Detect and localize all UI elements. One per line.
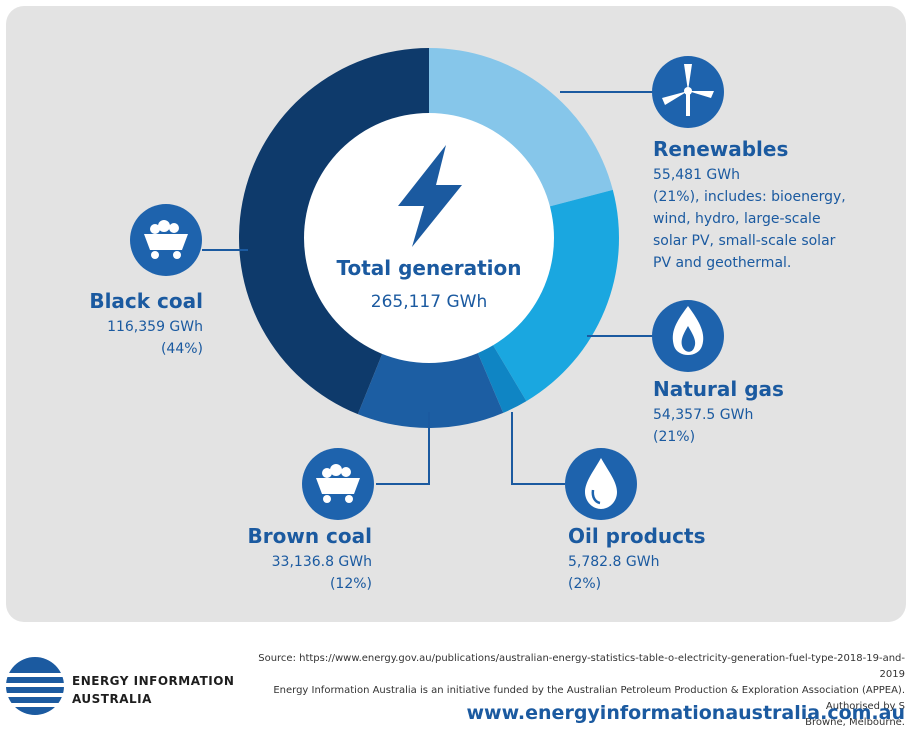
coal-cart-icon (302, 448, 374, 520)
lightning-bolt-icon (398, 145, 462, 247)
coal-cart-icon (130, 204, 202, 276)
natural-gas-value: 54,357.5 GWh (653, 407, 754, 423)
renewables-value: 55,481 GWh (653, 167, 741, 183)
leader-brown-coal (376, 412, 430, 485)
brand-name: ENERGY INFORMATION AUSTRALIA (72, 672, 234, 708)
brand-line1: ENERGY INFORMATION (72, 674, 235, 688)
natural-gas-title: Natural gas (653, 377, 784, 401)
center-title: Total generation (336, 256, 522, 280)
renewables-note-line1: (21%), includes: bioenergy, (653, 189, 846, 205)
brand-line2: AUSTRALIA (72, 692, 152, 706)
black-coal-value: 116,359 GWh (107, 319, 203, 335)
flame-icon (652, 300, 724, 372)
brown-coal-title: Brown coal (247, 524, 372, 548)
brown-coal-share: (12%) (329, 576, 372, 592)
renewables-note-line2: wind, hydro, large-scale (653, 211, 821, 227)
black-coal-share: (44%) (160, 341, 203, 357)
source-line3: Browne, Melbourne. (805, 717, 905, 728)
source-line1: Source: https://www.energy.gov.au/public… (258, 653, 905, 680)
renewables-note-line3: solar PV, small-scale solar (653, 233, 836, 249)
website-link[interactable]: www.energyinformationaustralia.com.au (466, 702, 905, 724)
leader-oil-products (511, 412, 565, 485)
renewables-note-line4: PV and geothermal. (653, 255, 792, 271)
brown-coal-value: 33,136.8 GWh (271, 554, 372, 570)
oil-products-title: Oil products (568, 524, 706, 548)
natural-gas-share: (21%) (653, 429, 696, 445)
renewables-title: Renewables (653, 137, 789, 161)
eia-logo (5, 657, 65, 715)
oil-products-value: 5,782.8 GWh (568, 554, 660, 570)
footer-source: Source: https://www.energy.gov.au/public… (255, 651, 905, 731)
droplet-icon (565, 448, 637, 520)
center-value: 265,117 GWh (370, 292, 488, 312)
donut-hole (304, 113, 554, 363)
black-coal-title: Black coal (89, 289, 203, 313)
oil-products-share: (2%) (568, 576, 602, 592)
wind-turbine-icon (652, 56, 724, 128)
source-line2: Energy Information Australia is an initi… (273, 685, 905, 712)
